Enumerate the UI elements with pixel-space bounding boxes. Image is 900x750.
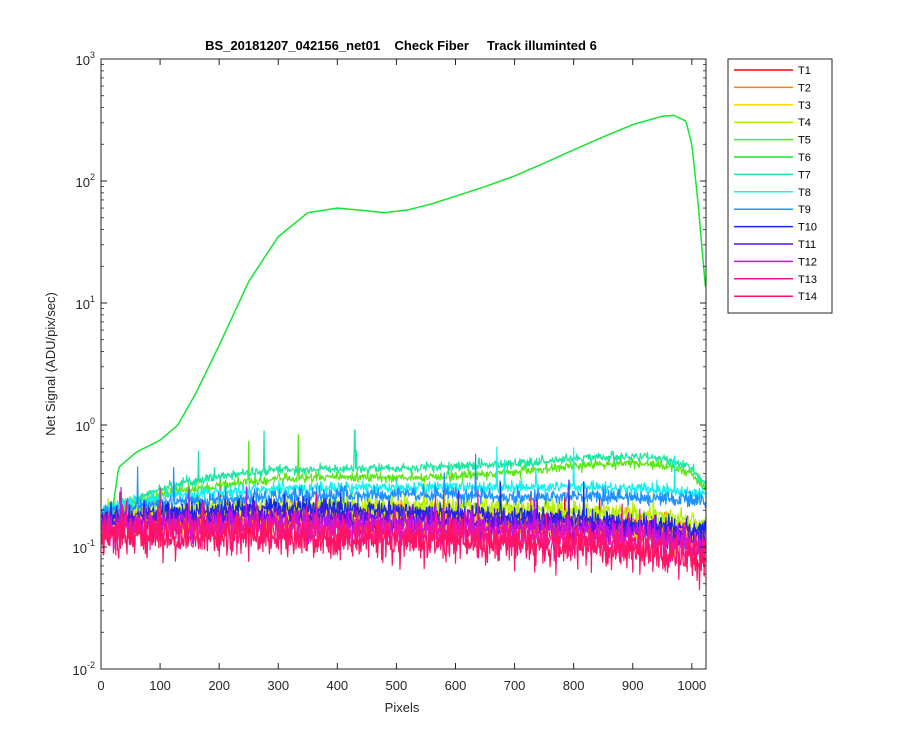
x-tick-label: 500	[386, 678, 408, 693]
axes: 0 100 200 300 400 500 600 700 800 900 1000 10-210-…	[73, 50, 707, 693]
legend-item-t11[interactable]: T11	[734, 239, 816, 251]
legend[interactable]: T1 T2 T3 T4 T5 T6 T7 T8 T9 T10 T11 T12 T13 T14	[727, 58, 833, 314]
x-axis-label: Pixels	[385, 700, 420, 715]
legend-label: T11	[798, 239, 816, 251]
legend-item-t10[interactable]: T10	[734, 222, 817, 234]
legend-label: T9	[798, 204, 811, 216]
legend-label: T5	[798, 135, 811, 147]
legend-item-t8[interactable]: T8	[734, 187, 811, 199]
legend-item-t14[interactable]: T14	[734, 291, 817, 303]
legend-label: T4	[798, 117, 811, 129]
legend-box	[727, 58, 833, 314]
x-tick-label: 600	[445, 678, 467, 693]
legend-label: T3	[798, 100, 811, 112]
x-tick-label: 1000	[677, 678, 706, 693]
legend-label: T12	[798, 256, 817, 268]
y-tick-label: 102	[76, 172, 95, 190]
y-tick-label: 100	[76, 416, 95, 434]
x-tick-label: 800	[563, 678, 585, 693]
y-axis-label: Net Signal (ADU/pix/sec)	[43, 292, 58, 436]
legend-label: T1	[798, 65, 811, 77]
series-line-t9	[101, 453, 707, 517]
legend-item-t4[interactable]: T4	[734, 117, 811, 129]
x-ticks: 0 100 200 300 400 500 600 700 800 900 1000	[97, 59, 706, 693]
legend-item-t7[interactable]: T7	[734, 169, 811, 181]
x-tick-label: 0	[97, 678, 104, 693]
x-tick-label: 100	[149, 678, 171, 693]
legend-label: T6	[798, 152, 811, 164]
legend-label: T2	[798, 82, 811, 94]
chart-title: BS_20181207_042156_net01 Check Fiber Tra…	[205, 38, 597, 53]
legend-item-t9[interactable]: T9	[734, 204, 811, 216]
series-line-t6	[101, 114, 707, 514]
legend-item-t6[interactable]: T6	[734, 152, 811, 164]
legend-item-t13[interactable]: T13	[734, 274, 817, 286]
legend-label: T10	[798, 222, 817, 234]
x-tick-label: 400	[326, 678, 348, 693]
x-tick-label: 900	[622, 678, 644, 693]
legend-item-t2[interactable]: T2	[734, 82, 811, 94]
series-line-t7	[101, 429, 707, 514]
y-ticks: 10-2 10-1 100 101 102 103	[73, 50, 706, 678]
legend-item-t5[interactable]: T5	[734, 135, 811, 147]
y-tick-label: 101	[76, 294, 95, 312]
series-line-t8	[100, 446, 707, 515]
y-tick-label: 103	[76, 50, 95, 68]
y-tick-label: 10-2	[73, 660, 95, 678]
legend-label: T14	[798, 291, 817, 303]
x-tick-label: 300	[267, 678, 289, 693]
series-layer	[100, 114, 707, 591]
legend-label: T7	[798, 169, 811, 181]
x-tick-label: 200	[208, 678, 230, 693]
axes-box	[100, 58, 707, 670]
legend-label: T8	[798, 187, 811, 199]
x-tick-label: 700	[504, 678, 526, 693]
legend-label: T13	[798, 274, 817, 286]
legend-item-t3[interactable]: T3	[734, 100, 811, 112]
legend-item-t1[interactable]: T1	[734, 65, 811, 77]
plot-area	[101, 59, 706, 669]
legend-item-t12[interactable]: T12	[734, 256, 817, 268]
series-line-t14	[100, 487, 707, 591]
y-tick-label: 10-1	[73, 538, 95, 556]
series-line-t5	[101, 433, 707, 518]
